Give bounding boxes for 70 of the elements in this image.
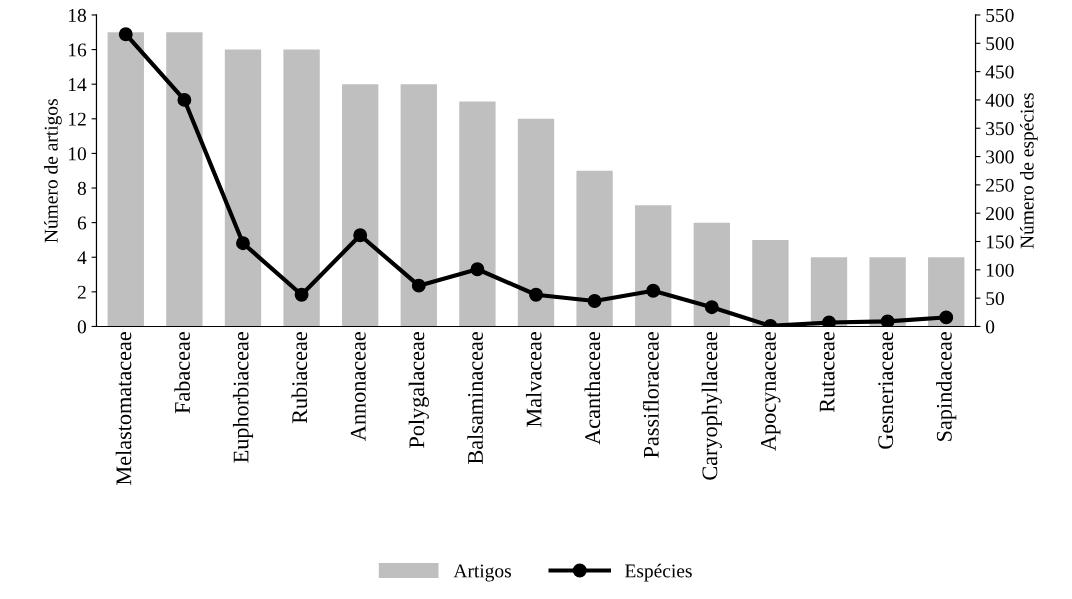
y2-tick-label: 100 (986, 263, 1014, 277)
legend-label: Artigos (453, 564, 511, 582)
point (587, 294, 602, 308)
y2-tick-label: 500 (986, 37, 1014, 51)
y2-tick-label: 300 (986, 150, 1014, 164)
y-tick-label: 0 (77, 320, 87, 334)
bar (635, 205, 672, 327)
point (236, 236, 250, 251)
point (529, 287, 543, 302)
bar (459, 101, 496, 327)
y2-tick-label: 250 (986, 178, 1014, 192)
y2-tick-label: 150 (986, 235, 1014, 249)
y-tick-label: 14 (69, 78, 87, 91)
y-tick-label: 18 (69, 8, 87, 22)
x-tick-label: Annonaceae (350, 332, 366, 441)
x-tick-label: Rubiaceae (291, 332, 308, 424)
x-tick-label: Balsaminaceae (467, 332, 483, 464)
bar (283, 49, 320, 327)
y-tick-label: 10 (69, 147, 87, 161)
y2-tick-label: 50 (986, 291, 1004, 306)
bar (928, 257, 965, 327)
bar (224, 49, 262, 327)
point (822, 315, 836, 327)
point (939, 310, 954, 325)
point (177, 92, 192, 107)
legend-label: Espécies (625, 563, 692, 582)
bar (400, 84, 437, 327)
x-tick-label: Passifloraceae (642, 332, 659, 458)
y-tick-label: 8 (77, 181, 87, 195)
y-tick-label: 2 (77, 285, 86, 299)
y-tick-label: 12 (69, 112, 86, 126)
x-tick-label: Rutaceae (819, 332, 835, 413)
bar (342, 84, 379, 327)
y2-tick-label: 200 (986, 207, 1014, 221)
x-tick-label: Apocynaceae (761, 332, 781, 451)
bar (869, 257, 906, 327)
x-tick-label: Euphorbiaceae (232, 332, 254, 463)
bar (517, 118, 555, 327)
point (470, 262, 485, 277)
point (294, 287, 309, 302)
point (880, 314, 895, 327)
bar (810, 257, 848, 327)
y2-tick-label: 0 (985, 320, 995, 334)
point (704, 300, 719, 315)
bar (693, 222, 730, 327)
y2-tick-label: 550 (986, 8, 1014, 22)
x-tick-label: Gesneriaceae (878, 332, 894, 449)
point (118, 27, 133, 42)
y2-axis-title: Número de espécies (1019, 93, 1038, 249)
point (646, 283, 661, 298)
point (411, 278, 426, 293)
x-tick-label: Melastomataceae (115, 332, 132, 485)
x-tick-label: Sapindaceae (936, 332, 957, 441)
x-tick-label: Fabaceae (174, 332, 190, 414)
y-axis-title: Número de artigos (44, 99, 62, 243)
y-tick-label: 6 (77, 216, 87, 230)
y-tick-label: 4 (77, 251, 87, 264)
y2-tick-label: 350 (986, 122, 1014, 136)
y2-tick-label: 450 (985, 65, 1014, 79)
y-tick-label: 16 (69, 43, 87, 57)
x-tick-label: Polygalaceae (408, 332, 429, 448)
bar (166, 32, 203, 327)
bar (107, 32, 144, 327)
point (353, 228, 368, 243)
bar (752, 239, 789, 327)
x-tick-label: Caryophyllaceae (701, 332, 722, 480)
x-tick-label: Malvaceae (525, 332, 542, 427)
x-tick-label: Acanthaceae (584, 332, 601, 445)
y2-tick-label: 400 (985, 93, 1014, 107)
bar (576, 170, 613, 327)
